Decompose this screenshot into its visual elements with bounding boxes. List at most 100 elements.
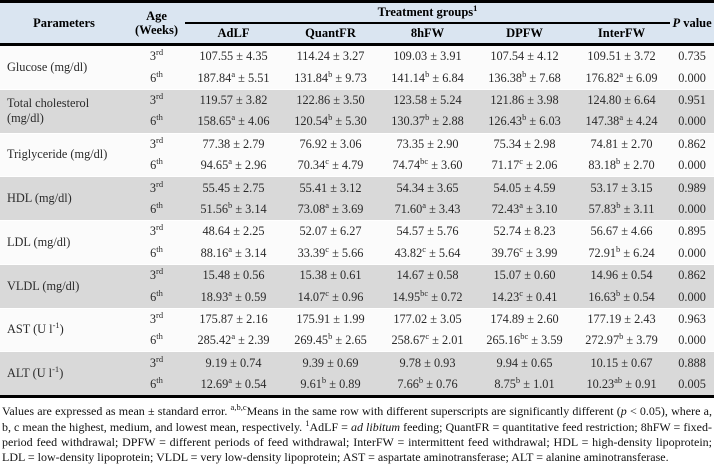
- p-value-cell: 0.000: [670, 154, 714, 177]
- p-value-cell: 0.000: [670, 242, 714, 265]
- p-value-cell: 0.989: [670, 176, 714, 199]
- p-value-cell: 0.963: [670, 307, 714, 331]
- value-cell: 176.82a ± 6.09: [573, 67, 671, 90]
- parameter-cell: AST (U l-1): [0, 307, 128, 352]
- age-cell: 3rd: [128, 88, 185, 112]
- value-cell: 71.17c ± 2.06: [476, 154, 573, 177]
- value-cell: 126.43b ± 6.03: [476, 111, 573, 134]
- table-row: AST (U l-1) 3rd 175.87 ± 2.16 175.91 ± 1.99…: [0, 307, 714, 352]
- value-cell: 10.23ab ± 0.91: [573, 373, 671, 397]
- value-cell: 122.86 ± 3.50: [282, 88, 379, 112]
- value-cell: 109.03 ± 3.91: [379, 44, 476, 68]
- value-cell: 77.38 ± 2.79: [185, 132, 282, 155]
- header-row-2: AdLF QuantFR 8hFW DPFW InterFW: [0, 23, 714, 45]
- value-cell: 120.54b ± 5.30: [282, 111, 379, 134]
- value-cell: 9.94 ± 0.65: [476, 351, 573, 374]
- value-cell: 175.91 ± 1.99: [282, 307, 379, 331]
- value-cell: 136.38b ± 7.68: [476, 67, 573, 90]
- value-cell: 94.65a ± 2.96: [185, 154, 282, 177]
- age-cell: 3rd: [128, 307, 185, 331]
- header-row-1: Parameters Age (Weeks) Treatment groups1…: [0, 1, 714, 45]
- value-cell: 48.64 ± 2.25: [185, 220, 282, 243]
- value-cell: 123.58 ± 5.24: [379, 88, 476, 112]
- results-table: Parameters Age (Weeks) Treatment groups1…: [0, 0, 714, 399]
- value-cell: 55.45 ± 2.75: [185, 176, 282, 199]
- value-cell: 72.43a ± 3.10: [476, 198, 573, 221]
- age-label-line2: (Weeks): [134, 23, 179, 37]
- p-value-cell: 0.000: [670, 111, 714, 134]
- table-row: HDL (mg/dl) 3rd 55.45 ± 2.75 55.41 ± 3.12 54…: [0, 176, 714, 221]
- parameter-cell: ALT (U l-1): [0, 351, 128, 397]
- value-cell: 76.92 ± 3.06: [282, 132, 379, 155]
- table-row: 6th 158.65a ± 4.06 120.54b ± 5.30 130.37b ±…: [0, 111, 714, 134]
- value-cell: 269.45b ± 2.65: [282, 330, 379, 352]
- p-value-cell: 0.895: [670, 220, 714, 243]
- value-cell: 75.34 ± 2.98: [476, 132, 573, 155]
- parameter-cell: LDL (mg/dl): [0, 220, 128, 265]
- column-header-quantfr: QuantFR: [282, 23, 379, 45]
- age-cell: 3rd: [128, 263, 185, 287]
- p-value-cell: 0.005: [670, 373, 714, 397]
- column-header-interfw: InterFW: [573, 23, 671, 45]
- column-header-parameters: Parameters: [0, 1, 128, 45]
- table-row: Triglyceride (mg/dl) 3rd 77.38 ± 2.79 76.92…: [0, 132, 714, 177]
- value-cell: 265.16bc ± 3.59: [476, 330, 573, 352]
- age-cell: 3rd: [128, 351, 185, 374]
- value-cell: 16.63b ± 0.54: [573, 286, 671, 309]
- age-cell: 6th: [128, 67, 185, 90]
- value-cell: 14.67 ± 0.58: [379, 263, 476, 287]
- value-cell: 54.05 ± 4.59: [476, 176, 573, 199]
- value-cell: 55.41 ± 3.12: [282, 176, 379, 199]
- value-cell: 10.15 ± 0.67: [573, 351, 671, 374]
- value-cell: 158.65a ± 4.06: [185, 111, 282, 134]
- value-cell: 8.75b ± 1.01: [476, 373, 573, 397]
- value-cell: 285.42a ± 2.39: [185, 330, 282, 352]
- age-cell: 6th: [128, 330, 185, 352]
- value-cell: 130.37b ± 2.88: [379, 111, 476, 134]
- column-header-p-value: P value: [670, 1, 714, 45]
- value-cell: 14.95bc ± 0.72: [379, 286, 476, 309]
- parameter-cell: Glucose (mg/dl): [0, 44, 128, 90]
- value-cell: 39.76c ± 3.99: [476, 242, 573, 265]
- value-cell: 7.66b ± 0.76: [379, 373, 476, 397]
- p-value-cell: 0.862: [670, 132, 714, 155]
- table-row: LDL (mg/dl) 3rd 48.64 ± 2.25 52.07 ± 6.27 54…: [0, 220, 714, 265]
- value-cell: 33.39c ± 5.66: [282, 242, 379, 265]
- column-header-treatment-groups: Treatment groups1: [185, 1, 671, 24]
- value-cell: 9.78 ± 0.93: [379, 351, 476, 374]
- table-row: Total cholesterol (mg/dl) 3rd 119.57 ± 3.8…: [0, 88, 714, 134]
- value-cell: 18.93a ± 0.59: [185, 286, 282, 309]
- parameter-cell: VLDL (mg/dl): [0, 263, 128, 309]
- value-cell: 177.02 ± 3.05: [379, 307, 476, 331]
- value-cell: 57.83b ± 3.11: [573, 198, 671, 221]
- p-value-cell: 0.951: [670, 88, 714, 112]
- value-cell: 258.67c ± 2.01: [379, 330, 476, 352]
- column-header-dpfw: DPFW: [476, 23, 573, 45]
- table-footnote: Values are expressed as mean ± standard …: [2, 402, 712, 465]
- age-label-line1: Age: [146, 8, 167, 23]
- value-cell: 141.14b ± 6.84: [379, 67, 476, 90]
- value-cell: 15.48 ± 0.56: [185, 263, 282, 287]
- value-cell: 52.74 ± 8.23: [476, 220, 573, 243]
- value-cell: 14.23c ± 0.41: [476, 286, 573, 309]
- column-header-age: Age (Weeks): [128, 1, 185, 45]
- parameter-cell: Triglyceride (mg/dl): [0, 132, 128, 177]
- parameter-cell: Total cholesterol (mg/dl): [0, 88, 128, 134]
- age-cell: 6th: [128, 111, 185, 134]
- value-cell: 174.89 ± 2.60: [476, 307, 573, 331]
- age-cell: 3rd: [128, 132, 185, 155]
- table-row: 6th 51.56b ± 3.14 73.08a ± 3.69 71.60a ± 3.…: [0, 198, 714, 221]
- value-cell: 177.19 ± 2.43: [573, 307, 671, 331]
- value-cell: 14.96 ± 0.54: [573, 263, 671, 287]
- parameter-cell: HDL (mg/dl): [0, 176, 128, 221]
- age-cell: 6th: [128, 242, 185, 265]
- value-cell: 14.07c ± 0.96: [282, 286, 379, 309]
- value-cell: 51.56b ± 3.14: [185, 198, 282, 221]
- value-cell: 74.74bc ± 3.60: [379, 154, 476, 177]
- value-cell: 43.82c ± 5.64: [379, 242, 476, 265]
- value-cell: 56.67 ± 4.66: [573, 220, 671, 243]
- value-cell: 54.34 ± 3.65: [379, 176, 476, 199]
- value-cell: 83.18b ± 2.70: [573, 154, 671, 177]
- p-value-cell: 0.000: [670, 286, 714, 309]
